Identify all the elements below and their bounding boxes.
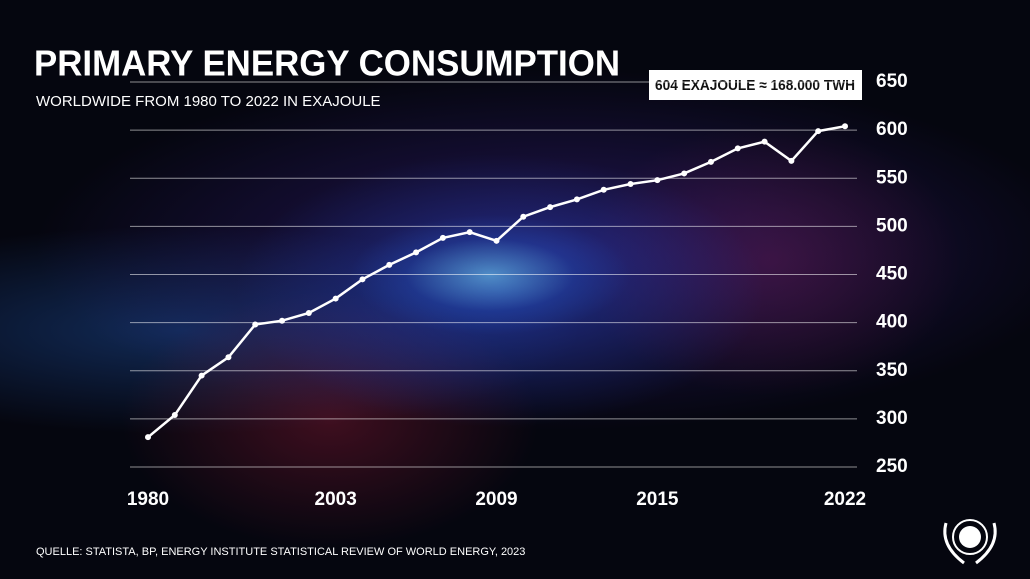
line [147,125,846,439]
annotation-box [649,70,862,100]
point [681,170,688,177]
point [842,123,848,130]
point [386,261,393,268]
point [332,295,339,302]
y-tick-label: 350 [876,360,908,381]
point [439,234,446,241]
x-tick-label: 2003 [315,489,357,510]
y-tick-label: 300 [876,408,908,429]
y-tick-label: 250 [876,456,908,477]
y-tick-label: 500 [876,215,908,236]
point [279,317,286,324]
point [466,229,473,236]
chart-subtitle: WORLDWIDE FROM 1980 TO 2022 IN EXAJOULE [36,93,381,110]
point [171,412,178,419]
logo [943,519,997,565]
source: QUELLE: STATISTA, BP, ENERGY INSTITUTE S… [36,546,525,558]
y-tick-label: 550 [876,167,908,188]
x-tick-label: 2022 [824,489,866,510]
point [359,276,366,283]
x-tick-label: 2009 [475,489,517,510]
point [707,158,714,165]
point [600,186,607,193]
point [547,204,554,211]
point [788,157,795,164]
y-tick-label: 600 [876,119,908,140]
point [520,213,527,220]
point [734,145,741,152]
y-tick-label: 650 [876,71,908,92]
point [413,249,420,256]
point [198,372,205,379]
point [654,177,661,184]
y-tick-label: 450 [876,264,908,285]
point [493,237,500,244]
point [305,310,312,316]
point [252,321,259,328]
chart-title: PRIMARY ENERGY CONSUMPTION [34,43,620,84]
point [627,181,634,188]
x-tick-label: 1980 [127,489,169,510]
point [573,196,580,203]
point [225,354,232,361]
point [815,128,822,135]
point [761,138,768,145]
point [145,434,151,441]
x-tick-label: 2015 [636,489,679,510]
y-tick-label: 400 [876,312,908,333]
annotation: 604 EXAJOULE ≈ 168.000 TWH [655,77,855,94]
